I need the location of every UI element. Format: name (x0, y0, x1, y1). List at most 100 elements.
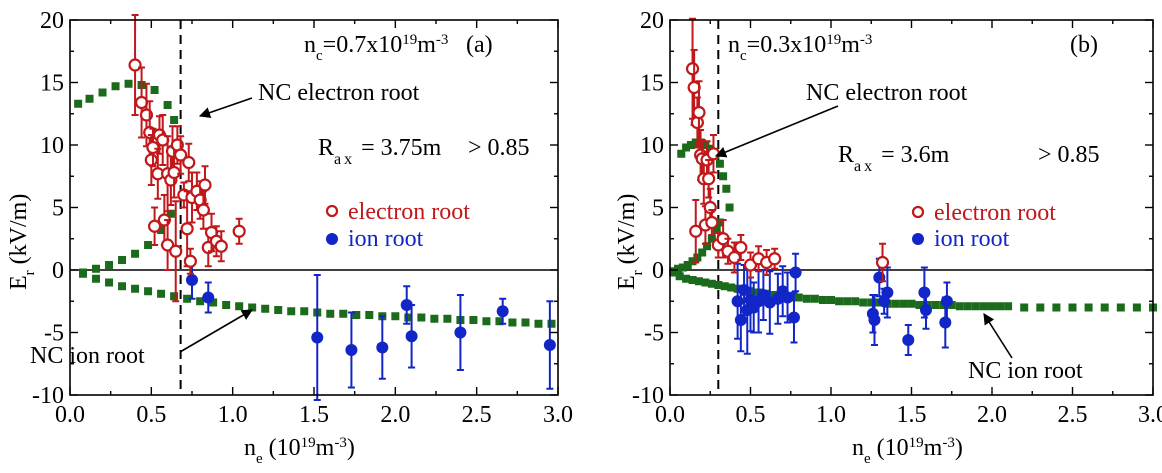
panel-a-ion-point (186, 274, 198, 286)
panel-b-y-tick-label: 20 (640, 8, 664, 34)
panel-b-nc-ion-marker (963, 302, 972, 311)
panel-b-nc-ion-marker (810, 294, 819, 303)
panel-a-nc-electron-marker (124, 79, 133, 88)
panel-a-nc-ion-marker (547, 319, 556, 328)
panel-b-y-tick-label: 10 (640, 133, 664, 159)
panel-b-x-tick-label: 3.0 (1138, 402, 1162, 428)
panel-b-data (669, 17, 1157, 395)
panel-a-electron-arrow (198, 97, 253, 118)
panel-b-nc-ion-marker (1132, 303, 1141, 312)
panel-b-y-tick-label: 0 (652, 258, 664, 284)
panel-b-nc-ion-marker (707, 279, 716, 288)
panel-a-ion-point (345, 344, 358, 356)
panel-a-nc-electron-marker (111, 82, 120, 91)
panel-b-nc-ion-marker (818, 296, 827, 304)
panel-a-nc-ion-marker (365, 311, 374, 319)
panel-a-label: (a) (466, 32, 493, 58)
panel-a-legend-electron-label: electron root (348, 199, 470, 225)
panel-a-nc-ion-marker (79, 269, 88, 278)
panel-a-nc-ion-marker (469, 316, 478, 324)
panel-a-electron-point (146, 140, 160, 155)
panel-b-plot-frame (669, 19, 1154, 396)
panel-a-ion-point (543, 339, 556, 351)
panel-a-nc-ion-marker (157, 289, 166, 298)
panel-a-y-axis-label: Er (kV/m) (6, 194, 38, 290)
panel-b-nc-ion-marker (1052, 303, 1061, 312)
panel-b-nc-electron-marker (715, 159, 724, 168)
panel-b-ion-point (781, 291, 794, 304)
panel-b-nc-unstable-marker (674, 264, 683, 273)
panel-b-nc-ion-marker (794, 293, 803, 302)
panel-a-electron-point (196, 203, 210, 217)
panel-a-y-tick-label: -5 (44, 321, 64, 347)
panel-a-legend-ion-marker (326, 233, 338, 245)
panel-b-nc-unstable-marker (693, 253, 702, 262)
panel-a-nc-ion-marker (261, 304, 270, 313)
panel-a-electron-point (144, 153, 158, 167)
panel-a-ion-point (376, 341, 389, 354)
panel-b-y-tick-label: 5 (652, 196, 664, 222)
panel-a-x-tick-label: 1.0 (218, 402, 248, 428)
panel-a-electron-point (169, 244, 183, 258)
panel-b-electron-point (727, 250, 742, 265)
panel-a-nc-ion-marker (209, 298, 218, 307)
panel-a-nc-ion-marker (417, 313, 426, 322)
panel-b-ion-point (939, 316, 952, 329)
panel-b-nc-unstable-marker (707, 234, 716, 243)
panel-b-ion-point (868, 314, 881, 326)
panel-a-nc-ion-marker (443, 314, 452, 323)
panel-b-nc-ion-marker (727, 283, 736, 292)
panel-a-nc-ion-marker (508, 318, 517, 327)
panel-b-x-tick-label: 1.5 (897, 402, 927, 428)
panel-b-ion-point (734, 314, 747, 326)
panel-a-nc-ion-marker (170, 292, 179, 301)
panel-a-nc-ion-marker (300, 307, 309, 316)
panel-b-nc-electron-marker (682, 143, 691, 152)
panel-b-ion-point (940, 295, 953, 308)
panel-a-y-tick-label: 0 (52, 258, 64, 284)
panel-b-nc-ion-marker (1084, 303, 1093, 312)
panel-a-y-tick-label: -10 (32, 383, 64, 409)
panel-a-plot-frame (69, 19, 559, 396)
panel-b-nc-ion-marker (1100, 303, 1109, 312)
panel-b-nc-electron-marker (686, 141, 695, 149)
panel-a-electron-point (147, 219, 162, 233)
panel-a-ion-point (405, 330, 418, 343)
panel-a-electron-point (167, 165, 181, 180)
panel-b-nc-ion-marker (835, 297, 844, 306)
panel-b-rax-label: Rax = 3.6m (838, 142, 950, 175)
panel-a-electron-point (214, 239, 228, 253)
panel-b-nc-unstable-marker (712, 226, 721, 234)
panel-b-nc-unstable-marker (715, 218, 724, 227)
panel-b-nc-ion-marker (988, 302, 996, 311)
panel-b-nc-ion-marker (1020, 303, 1029, 312)
panel-a-x-tick-label: 2.0 (380, 402, 410, 428)
panel-b-nc-ion-marker (843, 297, 852, 306)
panel-a-nc-electron-marker (85, 94, 94, 103)
panel-b-x-axis-label: ne (1019m-3) (852, 435, 963, 467)
panel-a-nc-electron-marker (170, 116, 179, 124)
panel-b-nc-ion-marker (915, 301, 924, 309)
panel-a-nc-ion-marker (391, 312, 400, 321)
panel-b-ion-point (881, 286, 894, 299)
panel-b-x-tick-label: 0.0 (655, 402, 685, 428)
panel-a-electron-point (183, 254, 197, 268)
panel-b-nc-electron-marker (691, 138, 700, 147)
panel-a-nc-electron-annotation: NC electron root (258, 80, 420, 106)
panel-b-legend-ion-marker (912, 233, 924, 245)
panel-a-electron-point (174, 148, 188, 162)
panel-a-nc-ion-marker (352, 311, 361, 319)
panel-a-x-tick-label: 1.5 (299, 402, 329, 428)
panel-b-nc-ion-annotation: NC ion root (968, 358, 1083, 384)
panel-b-ticks: 0.0 0.5 1.0 1.5 2.0 2.5 3.0 -10 -5 0 5 10 15 20 (632, 8, 1162, 428)
panel-b-nc-ion-marker (859, 298, 868, 307)
panel-b-nc-ion-marker (827, 296, 835, 304)
panel-a-x-tick-label: 2.5 (462, 402, 492, 428)
panel-a-legend-ion-label: ion root (348, 226, 424, 252)
panel-a-y-tick-label: 20 (40, 8, 64, 34)
panel-b: 0.0 0.5 1.0 1.5 2.0 2.5 3.0 -10 -5 0 5 10 15 20 nc=0.… (614, 8, 1162, 467)
panel-b-nc-ion-marker (931, 301, 940, 309)
panel-b-x-tick-label: 0.5 (736, 402, 766, 428)
panel-b-nc-electron-marker (677, 149, 686, 158)
